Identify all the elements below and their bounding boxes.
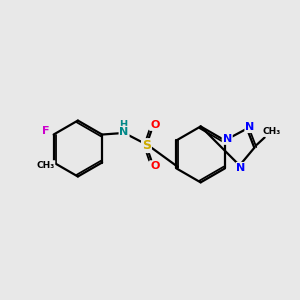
Text: N: N: [245, 122, 254, 132]
Text: F: F: [42, 126, 49, 136]
Text: N: N: [119, 127, 129, 137]
Text: S: S: [142, 139, 151, 152]
Text: N: N: [223, 134, 232, 144]
Text: H: H: [119, 120, 127, 130]
Text: O: O: [150, 120, 159, 130]
Text: CH₃: CH₃: [263, 127, 281, 136]
Text: N: N: [236, 163, 246, 173]
Text: CH₃: CH₃: [36, 161, 55, 170]
Text: O: O: [150, 161, 159, 171]
